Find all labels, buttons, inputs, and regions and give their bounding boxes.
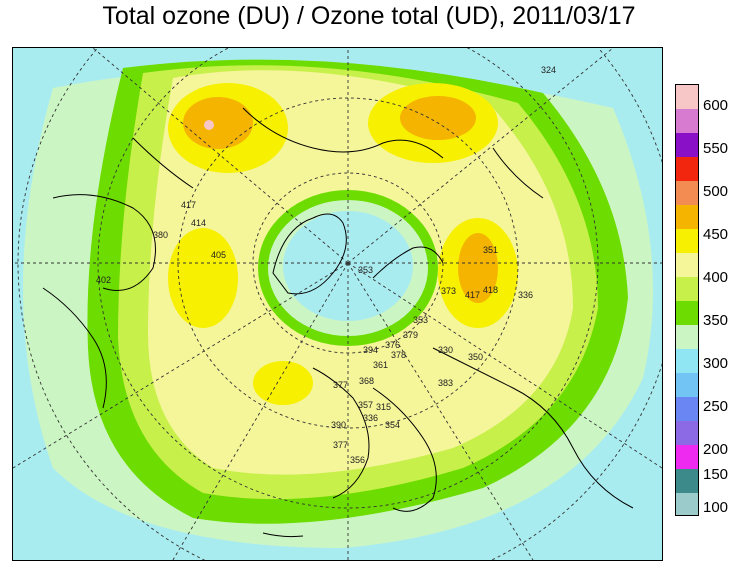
scale-segment-450 bbox=[676, 181, 698, 205]
scale-segment-150 bbox=[676, 445, 698, 469]
station-value: 394 bbox=[363, 345, 378, 355]
scale-label: 500 bbox=[703, 183, 729, 200]
station-value: 353 bbox=[413, 315, 428, 325]
station-value: 361 bbox=[373, 360, 388, 370]
scale-label: 250 bbox=[703, 398, 729, 415]
scale-label: 300 bbox=[703, 355, 729, 372]
scale-label: 450 bbox=[703, 226, 729, 243]
station-value: 373 bbox=[441, 286, 456, 296]
coastlines bbox=[42, 107, 634, 538]
station-value: 405 bbox=[211, 250, 226, 260]
scale-segment-225 bbox=[676, 397, 698, 421]
scale-segment-350 bbox=[676, 277, 698, 301]
scale-label: 350 bbox=[703, 312, 729, 329]
max-patch-east bbox=[458, 233, 498, 303]
scale-segment-300 bbox=[676, 325, 698, 349]
station-values: 417 414 380 402 405 373 418 417 336 330 … bbox=[96, 65, 556, 465]
scale-segment-400 bbox=[676, 229, 698, 253]
station-value: 377 bbox=[333, 440, 348, 450]
station-value: 336 bbox=[363, 413, 378, 423]
scale-segment-250 bbox=[676, 373, 698, 397]
max-patch-west bbox=[183, 97, 253, 149]
station-value: 330 bbox=[438, 345, 453, 355]
scale-segment-375 bbox=[676, 253, 698, 277]
high-patch-southwest bbox=[168, 228, 238, 328]
station-value: 417 bbox=[465, 290, 480, 300]
scale-label: 150 bbox=[703, 466, 729, 483]
scale-segment-475 bbox=[676, 157, 698, 181]
graticule bbox=[13, 48, 662, 560]
scale-label: 100 bbox=[703, 499, 729, 516]
map-title: Total ozone (DU) / Ozone total (UD), 201… bbox=[102, 2, 636, 30]
peak-spot bbox=[204, 120, 214, 130]
scale-segment-325 bbox=[676, 301, 698, 325]
station-value: 390 bbox=[331, 420, 346, 430]
station-value: 377 bbox=[333, 380, 348, 390]
scale-segment-200 bbox=[676, 421, 698, 445]
scale-segment-550 bbox=[676, 109, 698, 133]
station-value: 350 bbox=[468, 352, 483, 362]
color-scale-bar bbox=[675, 84, 699, 516]
station-value: 315 bbox=[376, 402, 391, 412]
station-value: 356 bbox=[350, 455, 365, 465]
station-value: 336 bbox=[518, 290, 533, 300]
station-value: 417 bbox=[181, 200, 196, 210]
scale-segment-500 bbox=[676, 133, 698, 157]
scale-segment-600 bbox=[676, 85, 698, 109]
station-value: 368 bbox=[359, 376, 374, 386]
station-value: 383 bbox=[438, 378, 453, 388]
ozone-map: 417 414 380 402 405 373 418 417 336 330 … bbox=[12, 47, 663, 561]
station-value: 354 bbox=[385, 420, 400, 430]
scale-label: 600 bbox=[703, 97, 729, 114]
station-value: 418 bbox=[483, 285, 498, 295]
station-value: 378 bbox=[391, 350, 406, 360]
scale-segment-100 bbox=[676, 493, 698, 515]
station-value: 324 bbox=[541, 65, 556, 75]
scale-segment-425 bbox=[676, 205, 698, 229]
scale-label: 400 bbox=[703, 269, 729, 286]
scale-label: 550 bbox=[703, 140, 729, 157]
station-value: 353 bbox=[358, 265, 373, 275]
max-patch-north bbox=[400, 96, 476, 140]
station-value: 402 bbox=[96, 275, 111, 285]
station-value: 379 bbox=[403, 330, 418, 340]
scale-label: 200 bbox=[703, 441, 729, 458]
scale-segment-275 bbox=[676, 349, 698, 373]
station-value: 380 bbox=[153, 230, 168, 240]
scale-segment-125 bbox=[676, 469, 698, 493]
station-value: 414 bbox=[191, 218, 206, 228]
ozone-map-canvas: 417 414 380 402 405 373 418 417 336 330 … bbox=[13, 48, 662, 560]
high-patch-south bbox=[253, 361, 313, 405]
station-value: 376 bbox=[385, 340, 400, 350]
station-value: 357 bbox=[358, 400, 373, 410]
station-value: 351 bbox=[483, 245, 498, 255]
